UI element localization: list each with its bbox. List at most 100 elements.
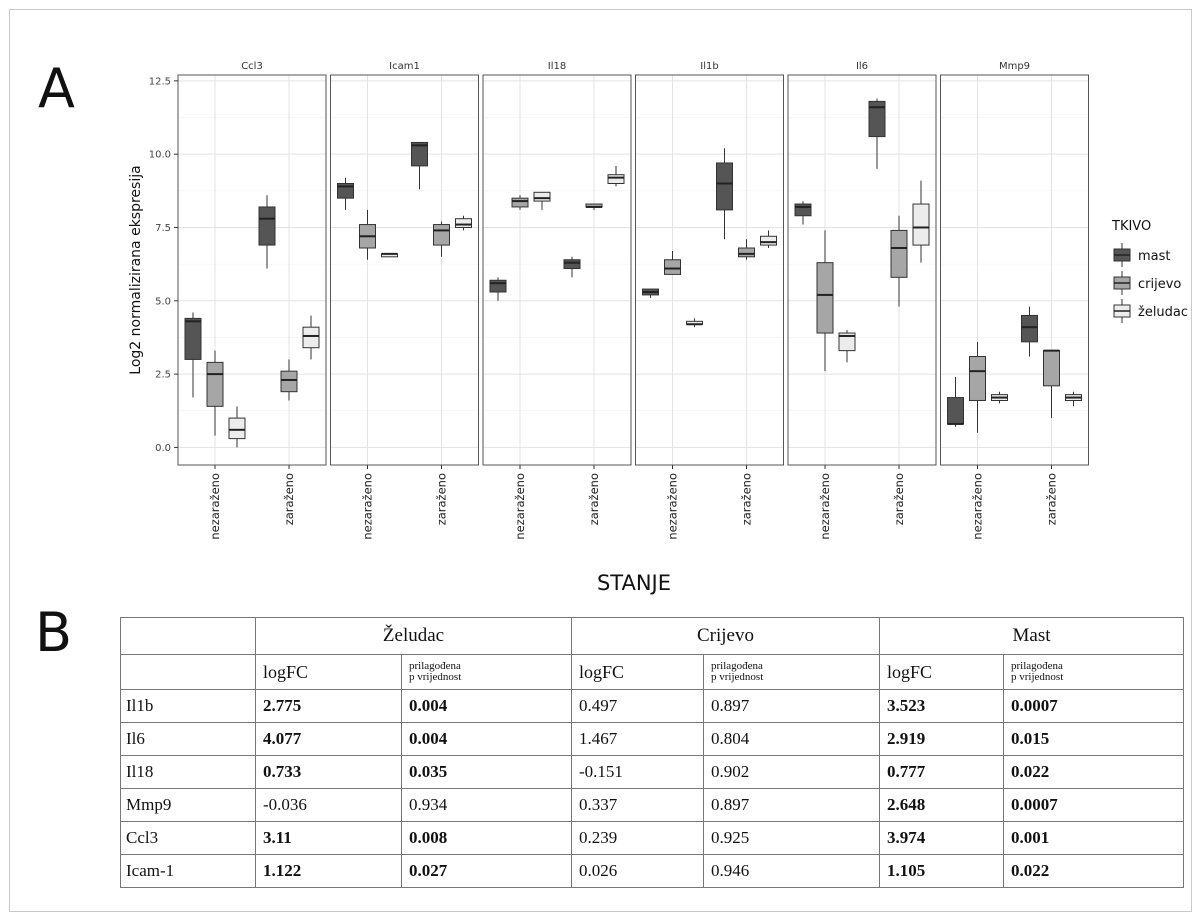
subheader-logfc: logFC bbox=[571, 654, 704, 690]
subheader-logfc: logFC bbox=[255, 654, 402, 690]
box-body bbox=[302, 326, 320, 349]
box-body bbox=[947, 397, 964, 425]
subheader-pvalue-line1: prilagođena bbox=[1011, 660, 1063, 672]
x-tick-label: zaraženo bbox=[435, 473, 449, 525]
box-body bbox=[563, 259, 581, 270]
box-body bbox=[489, 279, 507, 293]
logfc-cell: 3.523 bbox=[879, 689, 1004, 723]
x-tick-label: nezaraženo bbox=[513, 473, 527, 540]
pvalue-cell: 0.008 bbox=[401, 821, 572, 855]
box-body bbox=[533, 191, 551, 202]
logfc-cell: 4.077 bbox=[255, 722, 402, 756]
legend-entry-zeludac: želudac bbox=[1138, 305, 1188, 320]
table-row: Icam-1 1.122 0.027 0.026 0.946 1.105 0.022 bbox=[120, 854, 1184, 888]
facet-label: Icam1 bbox=[389, 61, 420, 72]
table-row: Ccl3 3.11 0.008 0.239 0.925 3.974 0.001 bbox=[120, 821, 1184, 855]
box-body bbox=[228, 417, 246, 440]
facet-border bbox=[940, 74, 1089, 466]
box-body bbox=[184, 317, 202, 360]
legend-title: TKIVO bbox=[1111, 219, 1151, 234]
table-group-header-row: Želudac Crijevo Mast bbox=[120, 617, 1184, 655]
subheader-pvalue-line2: p vrijednost bbox=[1011, 671, 1064, 683]
logfc-cell: 0.497 bbox=[571, 689, 704, 723]
pvalue-cell: 0.902 bbox=[703, 755, 880, 789]
box-body bbox=[816, 262, 834, 334]
x-tick-label: zaraženo bbox=[282, 473, 296, 525]
pvalue-cell: 0.004 bbox=[401, 689, 572, 723]
box-body bbox=[760, 235, 777, 246]
pvalue-cell: 0.022 bbox=[1003, 854, 1184, 888]
facet-border bbox=[482, 74, 632, 466]
gene-name-cell: Il1b bbox=[120, 689, 256, 723]
y-axis-title: Log2 normalizirana ekspresija bbox=[128, 165, 144, 374]
panel-label-b: B bbox=[35, 601, 73, 664]
y-tick-label: 12.5 bbox=[149, 76, 171, 87]
gene-name-cell: Icam-1 bbox=[120, 854, 256, 888]
table-subheader-row: logFC prilagođena p vrijednost logFC pril… bbox=[120, 654, 1184, 690]
facet-panel bbox=[178, 75, 326, 465]
legend-entry-crijevo: crijevo bbox=[1138, 277, 1181, 292]
logfc-cell: 1.105 bbox=[879, 854, 1004, 888]
box-body bbox=[455, 218, 472, 228]
box-body bbox=[794, 203, 812, 217]
box-body bbox=[890, 229, 908, 278]
facet-border bbox=[177, 74, 327, 466]
subheader-pvalue-line1: prilagođena bbox=[711, 660, 763, 672]
facet-label: Il18 bbox=[548, 61, 566, 72]
gene-name-cell: Ccl3 bbox=[120, 821, 256, 855]
pvalue-cell: 0.027 bbox=[401, 854, 572, 888]
logfc-cell: 3.974 bbox=[879, 821, 1004, 855]
pvalue-cell: 0.897 bbox=[703, 788, 880, 822]
box-body bbox=[969, 356, 986, 401]
box-body bbox=[868, 100, 886, 138]
logfc-cell: 0.733 bbox=[255, 755, 402, 789]
results-table: Želudac Crijevo Mast logFC prilagođena p … bbox=[120, 617, 1184, 888]
pvalue-cell: 0.0007 bbox=[1003, 689, 1184, 723]
subheader-pvalue-line1: prilagođena bbox=[409, 660, 461, 672]
pvalue-cell: 0.946 bbox=[703, 854, 880, 888]
box-body bbox=[716, 162, 733, 211]
logfc-cell: -0.151 bbox=[571, 755, 704, 789]
box-body bbox=[664, 259, 681, 275]
facet-panel bbox=[635, 75, 784, 465]
x-tick-label: zaraženo bbox=[1045, 473, 1059, 525]
box-body bbox=[258, 206, 276, 246]
subheader-pvalue-line2: p vrijednost bbox=[409, 671, 462, 683]
table-row: Mmp9 -0.036 0.934 0.337 0.897 2.648 0.0007 bbox=[120, 788, 1184, 822]
pvalue-cell: 0.934 bbox=[401, 788, 572, 822]
facet-label: Il6 bbox=[856, 61, 868, 72]
facet-label: Ccl3 bbox=[241, 61, 263, 72]
facet-border bbox=[635, 74, 784, 466]
table-row: Il1b 2.775 0.004 0.497 0.897 3.523 0.0007 bbox=[120, 689, 1184, 723]
pvalue-cell: 0.897 bbox=[703, 689, 880, 723]
y-tick-label: 5.0 bbox=[155, 296, 171, 307]
subheader-pvalue: prilagođena p vrijednost bbox=[401, 654, 572, 690]
subheader-pvalue-line2: p vrijednost bbox=[711, 671, 764, 683]
box-body bbox=[1021, 314, 1038, 343]
x-tick-label: zaraženo bbox=[892, 473, 906, 525]
table-row: Il6 4.077 0.004 1.467 0.804 2.919 0.015 bbox=[120, 722, 1184, 756]
pvalue-cell: 0.804 bbox=[703, 722, 880, 756]
x-tick-label: nezaraženo bbox=[818, 473, 832, 540]
gene-name-cell: Il18 bbox=[120, 755, 256, 789]
subheader-logfc: logFC bbox=[879, 654, 1004, 690]
box-body bbox=[206, 361, 224, 407]
pvalue-cell: 0.001 bbox=[1003, 821, 1184, 855]
facet-panel bbox=[483, 75, 631, 465]
y-tick-label: 7.5 bbox=[155, 223, 171, 234]
facet-label: Mmp9 bbox=[999, 61, 1030, 72]
box-body bbox=[912, 203, 930, 246]
box-body bbox=[838, 332, 856, 352]
logfc-cell: 3.11 bbox=[255, 821, 402, 855]
pvalue-cell: 0.022 bbox=[1003, 755, 1184, 789]
box-body bbox=[280, 370, 298, 393]
y-tick-label: 0.0 bbox=[155, 443, 171, 454]
logfc-cell: 2.919 bbox=[879, 722, 1004, 756]
pvalue-cell: 0.004 bbox=[401, 722, 572, 756]
logfc-cell: 2.648 bbox=[879, 788, 1004, 822]
x-axis-title: STANJE bbox=[597, 571, 671, 595]
facet-panel bbox=[788, 75, 936, 465]
x-tick-label: nezaraženo bbox=[666, 473, 680, 540]
pvalue-cell: 0.925 bbox=[703, 821, 880, 855]
legend-entry-mast: mast bbox=[1138, 249, 1171, 264]
